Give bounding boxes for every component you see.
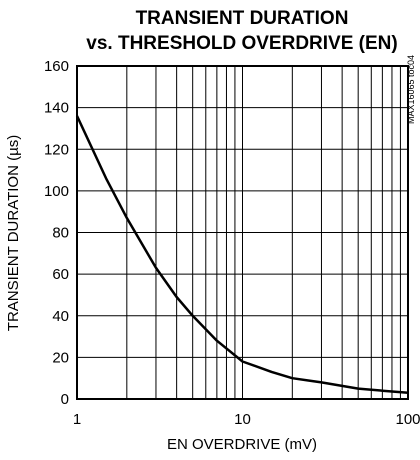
- x-tick-label: 100: [395, 411, 420, 428]
- x-tick-labels: 1 10 100: [73, 411, 420, 428]
- y-tick-label: 100: [44, 183, 69, 200]
- chart-title-line2: vs. THRESHOLD OVERDRIVE (EN): [86, 33, 397, 54]
- y-tick-label: 120: [44, 141, 69, 158]
- y-tick-label: 40: [52, 308, 69, 325]
- x-tick-label: 1: [73, 411, 81, 428]
- grid-lines: [76, 65, 409, 400]
- y-tick-label: 140: [44, 100, 69, 117]
- series-layer: [75, 115, 409, 395]
- y-tick-label: 0: [61, 391, 69, 408]
- chart-title-line1: TRANSIENT DURATION: [136, 8, 349, 29]
- y-tick-label: 20: [52, 349, 69, 366]
- x-axis-label: EN OVERDRIVE (mV): [167, 436, 317, 453]
- plot-frame: [76, 65, 409, 400]
- y-tick-label: 80: [52, 225, 69, 242]
- y-tick-label: 60: [52, 266, 69, 283]
- part-code-label: MAX16065 toc04: [406, 55, 416, 124]
- y-axis-label: TRANSIENT DURATION (µs): [5, 135, 22, 331]
- y-tick-labels: 0 20 40 60 80 100 120 140 160: [44, 58, 69, 408]
- y-tick-label: 160: [44, 58, 69, 75]
- series-line: [75, 115, 409, 395]
- x-tick-label: 10: [234, 411, 251, 428]
